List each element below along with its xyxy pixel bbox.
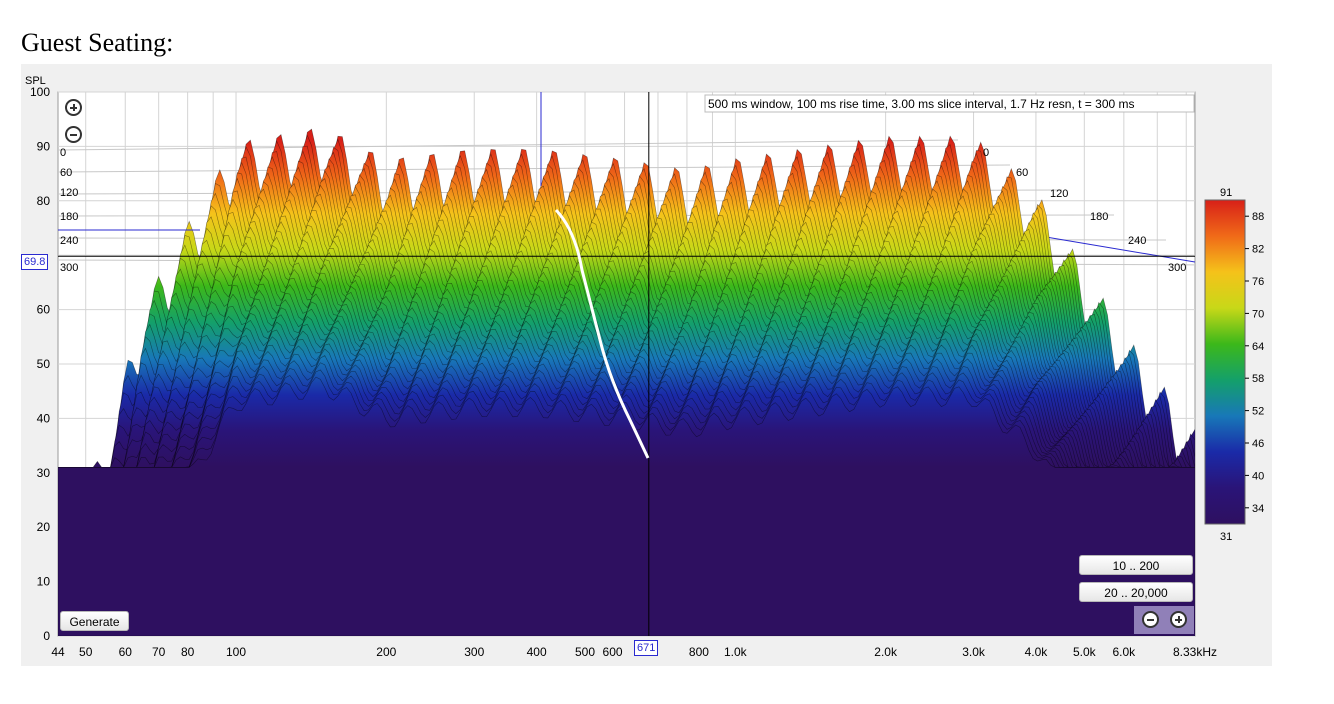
perspective-line xyxy=(58,139,959,151)
x-tick-label: 800 xyxy=(689,645,709,659)
colorbar-tick-label: 64 xyxy=(1252,341,1264,353)
x-tick-label: 5.0k xyxy=(1073,645,1097,659)
y-tick-label: 60 xyxy=(37,303,51,317)
x-tick-label: 3.0k xyxy=(962,645,986,659)
y-tick-label: 20 xyxy=(37,520,51,534)
colorbar-tick-label: 40 xyxy=(1252,470,1264,482)
cursor-spl-readout: 69.8 xyxy=(21,254,49,270)
cursor-perspective-line xyxy=(1039,235,1195,263)
x-tick-label: 44 xyxy=(51,645,65,659)
colorbar-min-label: 31 xyxy=(1220,531,1232,543)
colorbar-gradient xyxy=(1204,199,1246,525)
cursor-freq-readout: 671 xyxy=(634,640,659,656)
y-tick-label: 80 xyxy=(37,194,51,208)
y-tick-label: 90 xyxy=(37,139,51,153)
x-tick-label: 1.0k xyxy=(724,645,748,659)
freq-zoom-controls xyxy=(1134,606,1194,634)
x-tick-label: 400 xyxy=(527,645,547,659)
x-tick-label: 200 xyxy=(376,645,396,659)
time-slice-label-right: 60 xyxy=(1016,167,1028,179)
x-tick-label: 8.33kHz xyxy=(1173,645,1217,659)
x-tick-label: 70 xyxy=(152,645,166,659)
y-tick-label: 40 xyxy=(37,411,51,425)
x-tick-label: 300 xyxy=(464,645,484,659)
cursor-lines xyxy=(58,92,1195,636)
time-slice-label-left: 120 xyxy=(60,187,78,199)
colorbar-tick-label: 70 xyxy=(1252,308,1264,320)
y-tick-label: 10 xyxy=(37,575,51,589)
x-tick-label: 600 xyxy=(603,645,623,659)
generate-button[interactable]: Generate xyxy=(60,611,129,631)
colorbar-max-label: 91 xyxy=(1220,187,1232,199)
x-tick-label: 2.0k xyxy=(874,645,898,659)
freq-zoom-in-icon[interactable] xyxy=(1170,611,1187,628)
info-text: 500 ms window, 100 ms rise time, 3.00 ms… xyxy=(708,97,1135,111)
colorbar-tick-label: 58 xyxy=(1252,373,1264,385)
time-slice-label-right: 180 xyxy=(1090,211,1108,223)
colorbar-tick-label: 82 xyxy=(1252,244,1264,256)
colorbar-tick-label: 52 xyxy=(1252,406,1264,418)
x-axis: 44 50 60 70 80 100 200 300 400 500 600 800 1.0k 2.0k 3… xyxy=(51,645,1217,659)
y-tick-label: 50 xyxy=(37,357,51,371)
time-slice-label-right: 120 xyxy=(1050,188,1068,200)
x-tick-label: 60 xyxy=(119,645,133,659)
colorbar: 91 31 88 82 76 70 64 58 52 46 40 34 xyxy=(1204,187,1264,543)
info-box: 500 ms window, 100 ms rise time, 3.00 ms… xyxy=(704,94,1195,113)
cursor-slice-trace xyxy=(554,208,650,459)
x-tick-label: 50 xyxy=(79,645,93,659)
colorbar-tick-label: 34 xyxy=(1252,503,1264,515)
y-axis: 0 10 20 30 40 50 60 80 90 100 xyxy=(30,85,50,643)
x-tick-label: 100 xyxy=(226,645,246,659)
time-slice-label-left: 300 xyxy=(60,262,78,274)
x-tick-label: 4.0k xyxy=(1025,645,1049,659)
zoom-out-icon[interactable] xyxy=(65,126,82,143)
x-tick-label: 500 xyxy=(575,645,595,659)
zoom-in-icon[interactable] xyxy=(65,99,82,116)
freq-zoom-out-icon[interactable] xyxy=(1142,611,1159,628)
time-slice-label-left: 180 xyxy=(60,211,78,223)
time-slice-labels: 0 0 60 60 120 120 180 180 240 240 300 300 xyxy=(60,147,1186,274)
time-slice-label-right: 240 xyxy=(1128,235,1146,247)
time-slice-label-left: 240 xyxy=(60,235,78,247)
x-tick-label: 6.0k xyxy=(1113,645,1137,659)
y-axis-title: SPL xyxy=(25,75,46,87)
colorbar-tick-label: 46 xyxy=(1252,438,1264,450)
range-full-button[interactable]: 20 .. 20,000 xyxy=(1079,582,1193,602)
colorbar-tick-label: 88 xyxy=(1252,211,1264,223)
colorbar-tick-label: 76 xyxy=(1252,276,1264,288)
page-heading: Guest Seating: xyxy=(21,28,174,57)
y-tick-label: 100 xyxy=(30,85,50,99)
time-slice-label-right: 300 xyxy=(1168,262,1186,274)
time-slice-label-left: 0 xyxy=(60,147,66,159)
time-slice-label-right: 0 xyxy=(983,147,989,159)
waterfall-surface xyxy=(58,128,1195,636)
range-low-button[interactable]: 10 .. 200 xyxy=(1079,555,1193,575)
time-slice-label-left: 60 xyxy=(60,167,72,179)
x-tick-label: 80 xyxy=(181,645,195,659)
y-tick-label: 0 xyxy=(43,629,50,643)
y-tick-label: 30 xyxy=(37,466,51,480)
